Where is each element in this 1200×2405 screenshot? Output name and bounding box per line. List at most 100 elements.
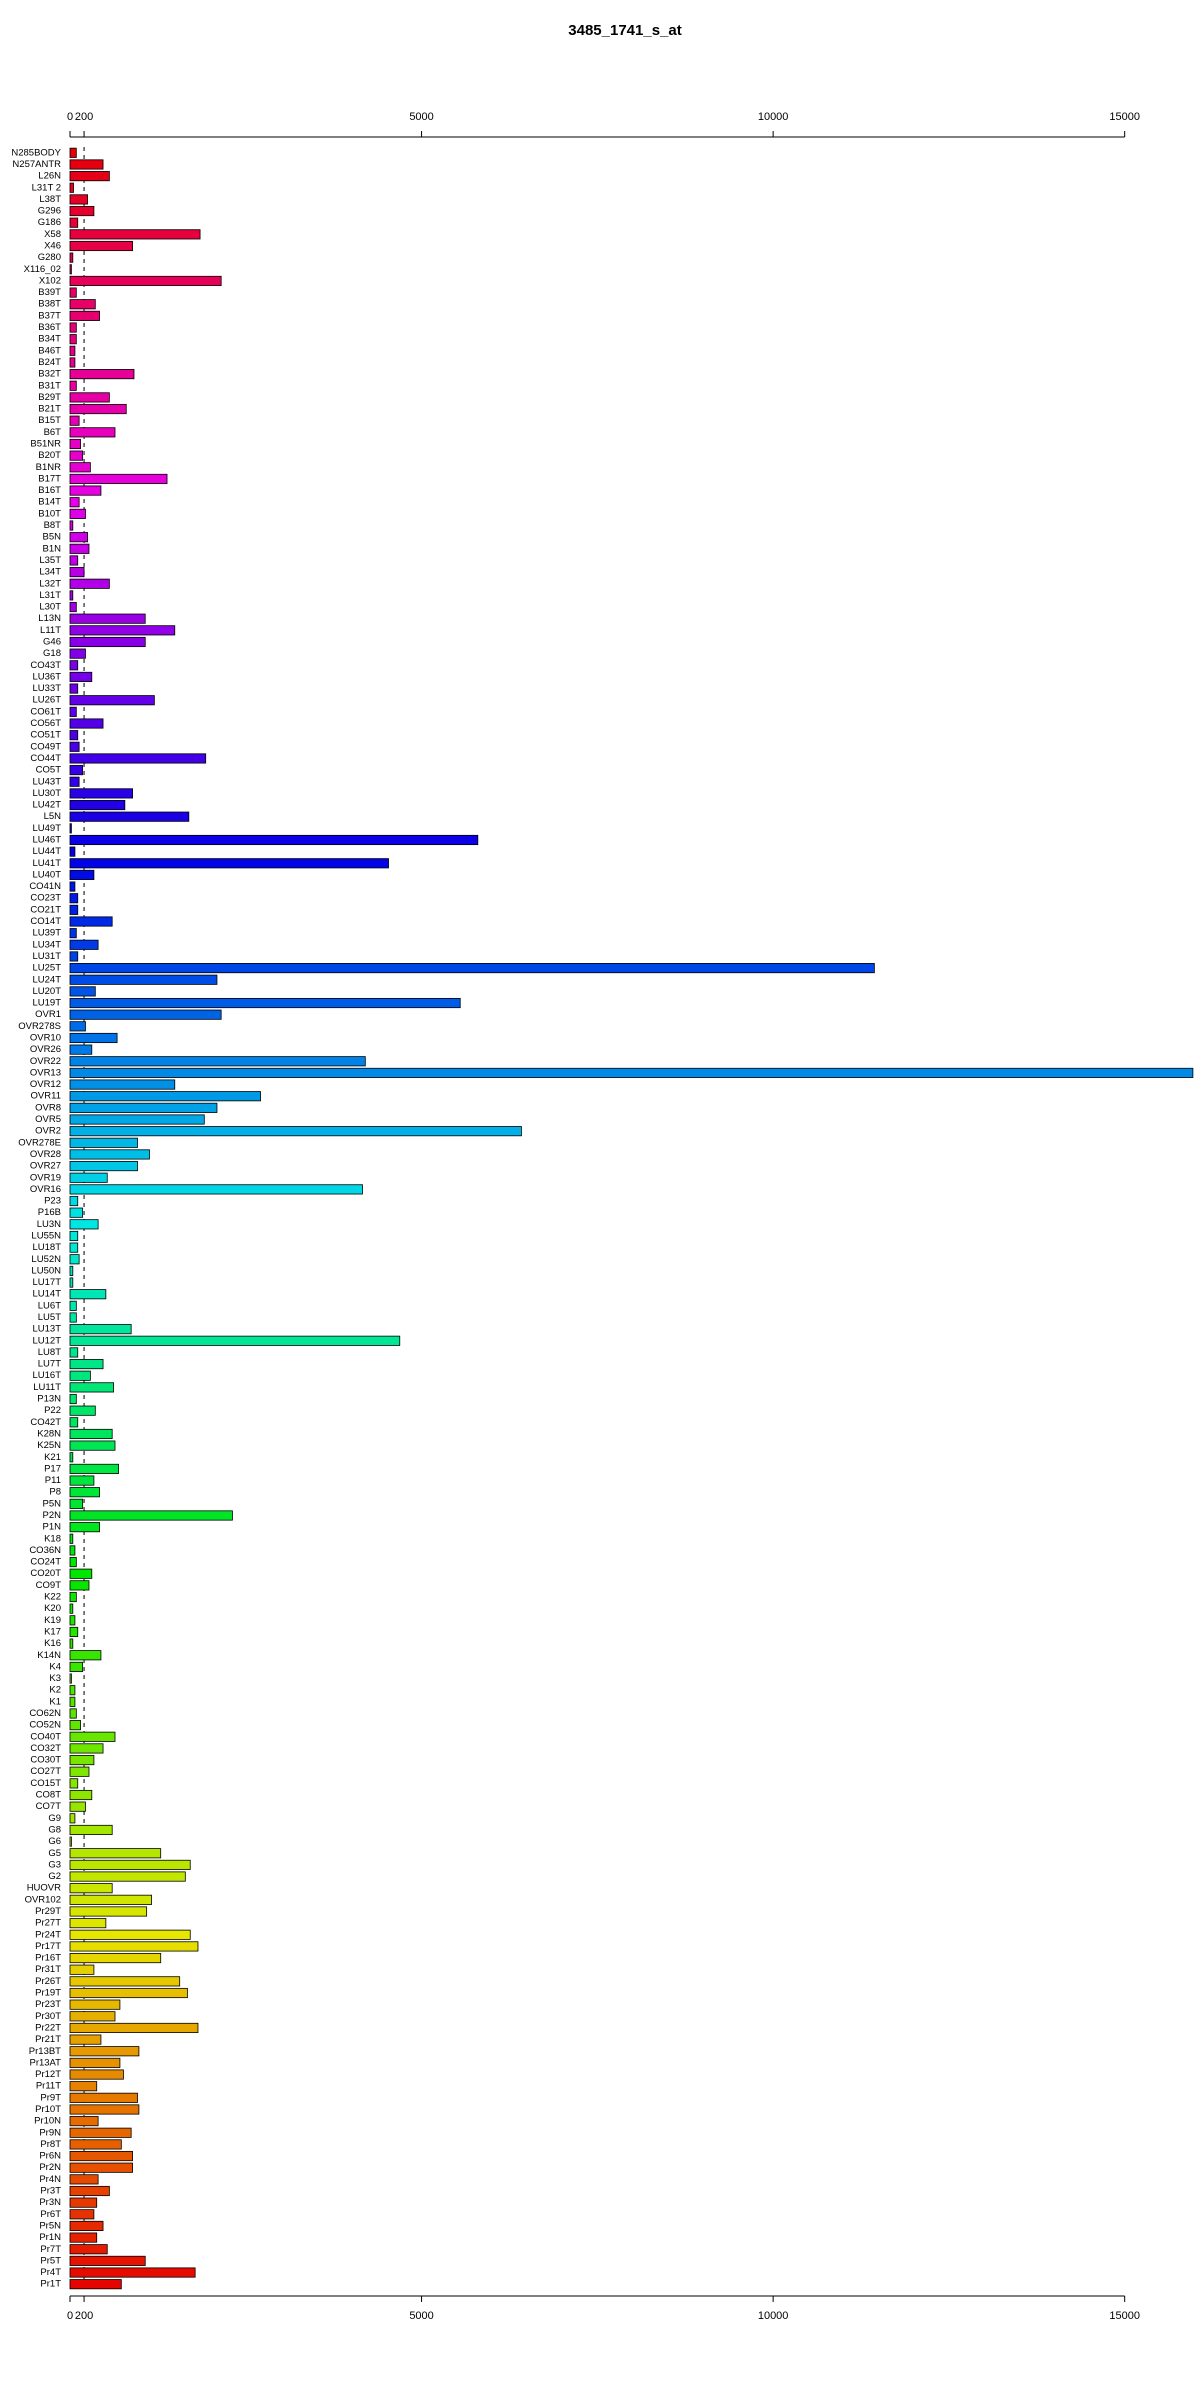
bar: [69, 636, 146, 648]
bar: [69, 1417, 79, 1428]
bar: [69, 1591, 77, 1603]
bar: [69, 846, 76, 857]
bar: [69, 555, 79, 566]
bar: [69, 2011, 116, 2022]
bar: [69, 369, 135, 380]
bar: [69, 1743, 104, 1754]
y-tick-label: K20: [44, 1603, 61, 1614]
y-tick-label: CO24T: [30, 1557, 61, 1568]
bar: [69, 205, 95, 217]
y-tick-label: Pr4N: [39, 2174, 61, 2185]
bar: [69, 2220, 104, 2232]
y-tick-label: K22: [44, 1592, 61, 1603]
bar: [69, 345, 76, 356]
y-tick-label: Pr21T: [35, 2034, 61, 2045]
bar: [69, 299, 96, 310]
bar: [69, 1452, 74, 1463]
y-tick-label: B38T: [38, 299, 61, 310]
chart-title: 3485_1741_s_at: [568, 22, 681, 39]
bar: [69, 1708, 77, 1719]
bar: [69, 1661, 84, 1672]
y-tick-label: LU42T: [32, 800, 61, 811]
bar: [69, 2046, 140, 2057]
bar: [69, 1032, 118, 1044]
y-tick-label: LU36T: [32, 671, 61, 682]
bar: [69, 1044, 93, 1055]
y-tick-label: K25N: [37, 1440, 61, 1451]
y-tick-label: CO52N: [29, 1720, 61, 1731]
bar: [69, 741, 80, 752]
y-tick-label: Pr16T: [35, 1953, 61, 1964]
bar: [69, 1545, 76, 1556]
y-tick-label: P2N: [43, 1510, 62, 1521]
bar: [69, 706, 77, 717]
y-tick-label: G6: [48, 1836, 61, 1847]
bar: [69, 1976, 181, 1987]
bar: [69, 392, 110, 403]
bar: [69, 2022, 199, 2034]
bar: [69, 2267, 196, 2278]
y-tick-label: N257ANTR: [12, 159, 61, 170]
bar: [69, 2127, 132, 2138]
y-tick-label: X46: [44, 241, 61, 252]
bar: [69, 1918, 107, 1929]
y-tick-label: G296: [38, 206, 61, 217]
y-tick-label: OVR8: [35, 1102, 61, 1113]
bar: [69, 1242, 79, 1253]
y-tick-label: CO56T: [30, 718, 61, 729]
bar: [69, 1848, 162, 1859]
bar: [69, 776, 80, 787]
y-tick-label: LU39T: [32, 928, 61, 939]
bar: [69, 1463, 119, 1474]
y-tick-label: OVR28: [30, 1149, 61, 1160]
y-tick-label: Pr1N: [39, 2232, 61, 2243]
y-tick-label: Pr9T: [40, 2092, 61, 2103]
y-tick-label: B16T: [38, 485, 61, 496]
bar: [69, 2255, 146, 2266]
bar: [69, 473, 168, 484]
bar: [69, 578, 110, 589]
bar: [69, 765, 84, 776]
bar: [69, 334, 77, 345]
bar: [69, 1987, 188, 1999]
bar: [69, 2116, 99, 2127]
y-tick-label: Pr22T: [35, 2022, 61, 2033]
y-tick-label: LU25T: [32, 963, 61, 974]
y-tick-label: CO43T: [30, 660, 61, 671]
y-tick-label: LU12T: [32, 1335, 61, 1346]
y-tick-label: LU31T: [32, 951, 61, 962]
bar: [69, 427, 116, 438]
y-tick-label: Pr3T: [40, 2186, 61, 2197]
y-tick-label: B29T: [38, 392, 61, 403]
bar: [69, 916, 113, 927]
y-tick-label: P5N: [43, 1498, 62, 1509]
y-tick-label: K3: [49, 1673, 61, 1684]
y-tick-label: B31T: [38, 380, 61, 391]
bar: [69, 1568, 93, 1579]
x-tick-label: 15000: [1109, 111, 1140, 123]
bar: [69, 1801, 86, 1812]
bar: [69, 2244, 108, 2255]
y-tick-label: Pr29T: [35, 1906, 61, 1917]
y-tick-label: CO14T: [30, 916, 61, 927]
y-tick-label: K28N: [37, 1428, 61, 1439]
y-tick-label: L32T: [39, 578, 61, 589]
y-tick-label: Pr6T: [40, 2209, 61, 2220]
bar: [69, 1114, 205, 1125]
y-tick-label: LU3N: [37, 1219, 61, 1230]
bar: [69, 1999, 121, 2010]
bar: [69, 986, 96, 997]
y-tick-label: B17T: [38, 473, 61, 484]
bar: [69, 2069, 124, 2080]
bar: [69, 939, 99, 950]
bar: [69, 1510, 233, 1521]
y-tick-label: G3: [48, 1859, 61, 1870]
y-tick-label: B32T: [38, 369, 61, 380]
y-tick-label: X102: [39, 275, 61, 286]
bar: [69, 520, 74, 531]
y-tick-label: LU41T: [32, 858, 61, 869]
y-tick-label: L34T: [39, 567, 61, 578]
y-tick-label: K1: [49, 1696, 61, 1707]
y-tick-label: Pr26T: [35, 1976, 61, 1987]
